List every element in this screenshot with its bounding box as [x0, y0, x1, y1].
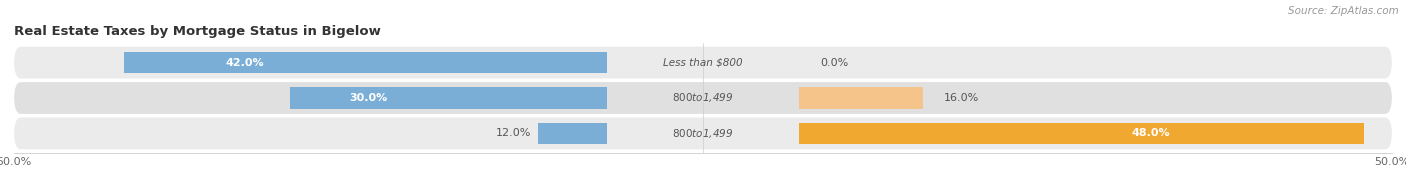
Text: 16.0%: 16.0% — [945, 93, 980, 103]
Text: Source: ZipAtlas.com: Source: ZipAtlas.com — [1288, 6, 1399, 16]
Bar — [290, 87, 606, 109]
Bar — [124, 52, 606, 73]
Text: 0.0%: 0.0% — [820, 58, 848, 68]
Text: Real Estate Taxes by Mortgage Status in Bigelow: Real Estate Taxes by Mortgage Status in … — [14, 25, 381, 38]
Bar — [800, 87, 924, 109]
Bar — [800, 123, 1364, 144]
Text: Less than $800: Less than $800 — [664, 58, 742, 68]
Text: $800 to $1,499: $800 to $1,499 — [672, 92, 734, 104]
Text: 48.0%: 48.0% — [1132, 128, 1170, 138]
Text: $800 to $1,499: $800 to $1,499 — [672, 127, 734, 140]
FancyBboxPatch shape — [14, 47, 1392, 79]
Text: 30.0%: 30.0% — [350, 93, 388, 103]
Bar — [537, 123, 606, 144]
Text: 12.0%: 12.0% — [495, 128, 531, 138]
Text: 42.0%: 42.0% — [225, 58, 264, 68]
FancyBboxPatch shape — [14, 117, 1392, 149]
FancyBboxPatch shape — [14, 82, 1392, 114]
